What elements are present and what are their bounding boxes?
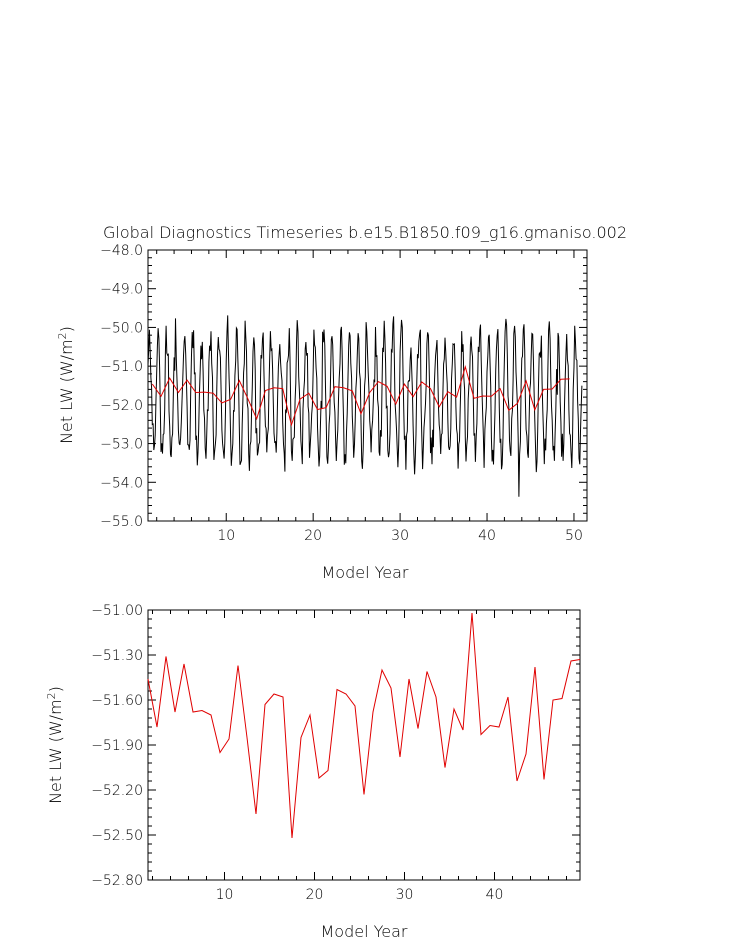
axes-ticks [148,249,587,522]
y-axis-label-sup: 2 [56,332,69,339]
y-tick-label: −51.90 [91,738,143,754]
data-series [147,315,583,497]
x-tick-label: 40 [486,887,504,903]
y-tick-label: −51.0 [100,359,143,375]
x-tick-label: 20 [304,528,322,544]
chart-title: Global Diagnostics Timeseries b.e15.B185… [103,223,627,242]
y-axis-label: Net LW (W/m2) [56,326,76,444]
series-line-annual-mean [147,612,581,839]
x-tick-label: 30 [396,887,414,903]
plot-frame [147,249,588,522]
series-line-monthly [147,315,583,497]
y-tick-label: −49.0 [100,282,143,298]
y-tick-label: −50.0 [100,320,143,336]
y-tick-label: −52.20 [91,783,143,799]
y-tick-label: −48.0 [100,243,143,259]
x-tick-label: 10 [217,528,235,544]
y-tick-label: −51.60 [91,693,143,709]
x-axis-label: Model Year [321,922,408,941]
x-tick-labels: 10 20 30 40 50 [217,528,583,544]
y-tick-label: −52.0 [100,398,143,414]
y-tick-label: −54.0 [100,475,143,491]
y-tick-labels: −52.80 −52.50 −52.20 −51.90 −51.60 −51.30 −51.… [91,603,143,889]
y-tick-label: −51.30 [91,648,143,664]
top-chart: Global Diagnostics Timeseries b.e15.B185… [56,223,627,582]
plot-frame [147,609,581,881]
x-tick-label: 50 [565,528,583,544]
y-tick-label: −51.00 [91,603,143,619]
x-tick-label: 40 [478,528,496,544]
y-axis-label-main: Net LW (W/m [57,339,76,444]
y-axis-label-main: Net LW (W/m [46,699,65,804]
bottom-chart: −52.80 −52.50 −52.20 −51.90 −51.60 −51.30 −51.… [45,603,581,941]
y-tick-label: −53.0 [100,437,143,453]
axes-ticks [148,609,580,881]
y-axis-label-close: ) [57,326,76,332]
x-tick-label: 20 [306,887,324,903]
y-tick-label: −52.50 [91,828,143,844]
y-axis-label-sup: 2 [45,692,58,699]
y-axis-label-close: ) [46,686,65,692]
y-axis-label: Net LW (W/m2) [45,686,65,804]
x-axis-label: Model Year [322,563,409,582]
data-series [147,612,581,839]
series-line-annual-mean [151,365,570,427]
x-tick-label: 30 [391,528,409,544]
y-tick-labels: −55.0 −54.0 −53.0 −52.0 −51.0 −50.0 −49.0 −48.0 [100,243,143,530]
x-tick-label: 10 [216,887,234,903]
x-tick-labels: 10 20 30 40 [216,887,504,903]
y-tick-label: −52.80 [91,873,143,889]
y-tick-label: −55.0 [100,514,143,530]
